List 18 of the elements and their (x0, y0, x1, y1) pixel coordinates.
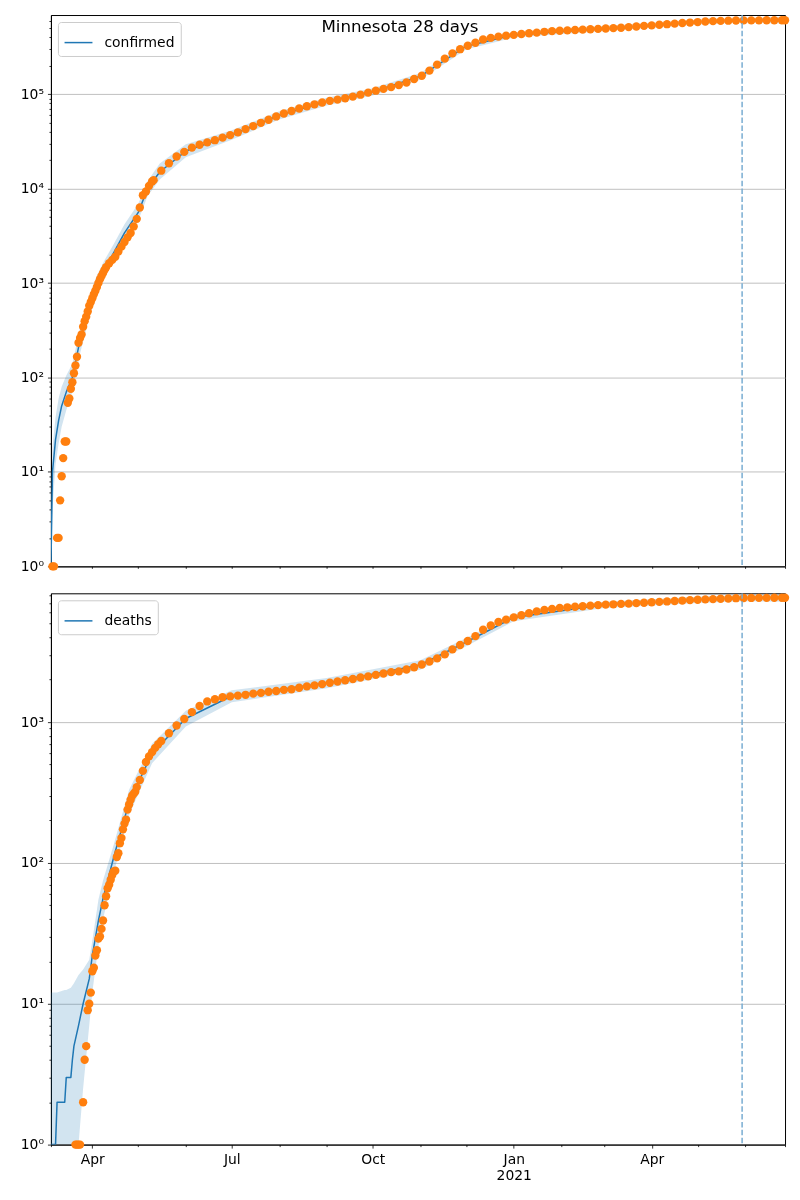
x-tick-label: Oct (361, 1150, 386, 1167)
legend-label: deaths (104, 611, 152, 628)
x-tick-label: Jul (222, 1150, 241, 1167)
legend-label: confirmed (104, 33, 175, 50)
y-tick-label: 10⁰ (20, 1136, 45, 1153)
chart-title: Minnesota 28 days (321, 17, 479, 37)
y-tick-label: 10¹ (20, 463, 44, 480)
x-tick-label: Apr (640, 1150, 665, 1167)
y-tick-label: 10² (20, 854, 44, 871)
y-tick-label: 10³ (20, 274, 44, 291)
y-tick-label: 10⁵ (20, 85, 44, 102)
y-tick-label: 10³ (20, 713, 44, 730)
y-tick-label: 10¹ (20, 995, 44, 1012)
x-tick-label: Jan 2021 (496, 1150, 532, 1183)
y-tick-label: 10² (20, 368, 44, 385)
y-tick-label: 10⁰ (20, 557, 45, 574)
x-tick-label: Apr (80, 1150, 106, 1167)
y-tick-label: 10⁴ (20, 180, 45, 197)
